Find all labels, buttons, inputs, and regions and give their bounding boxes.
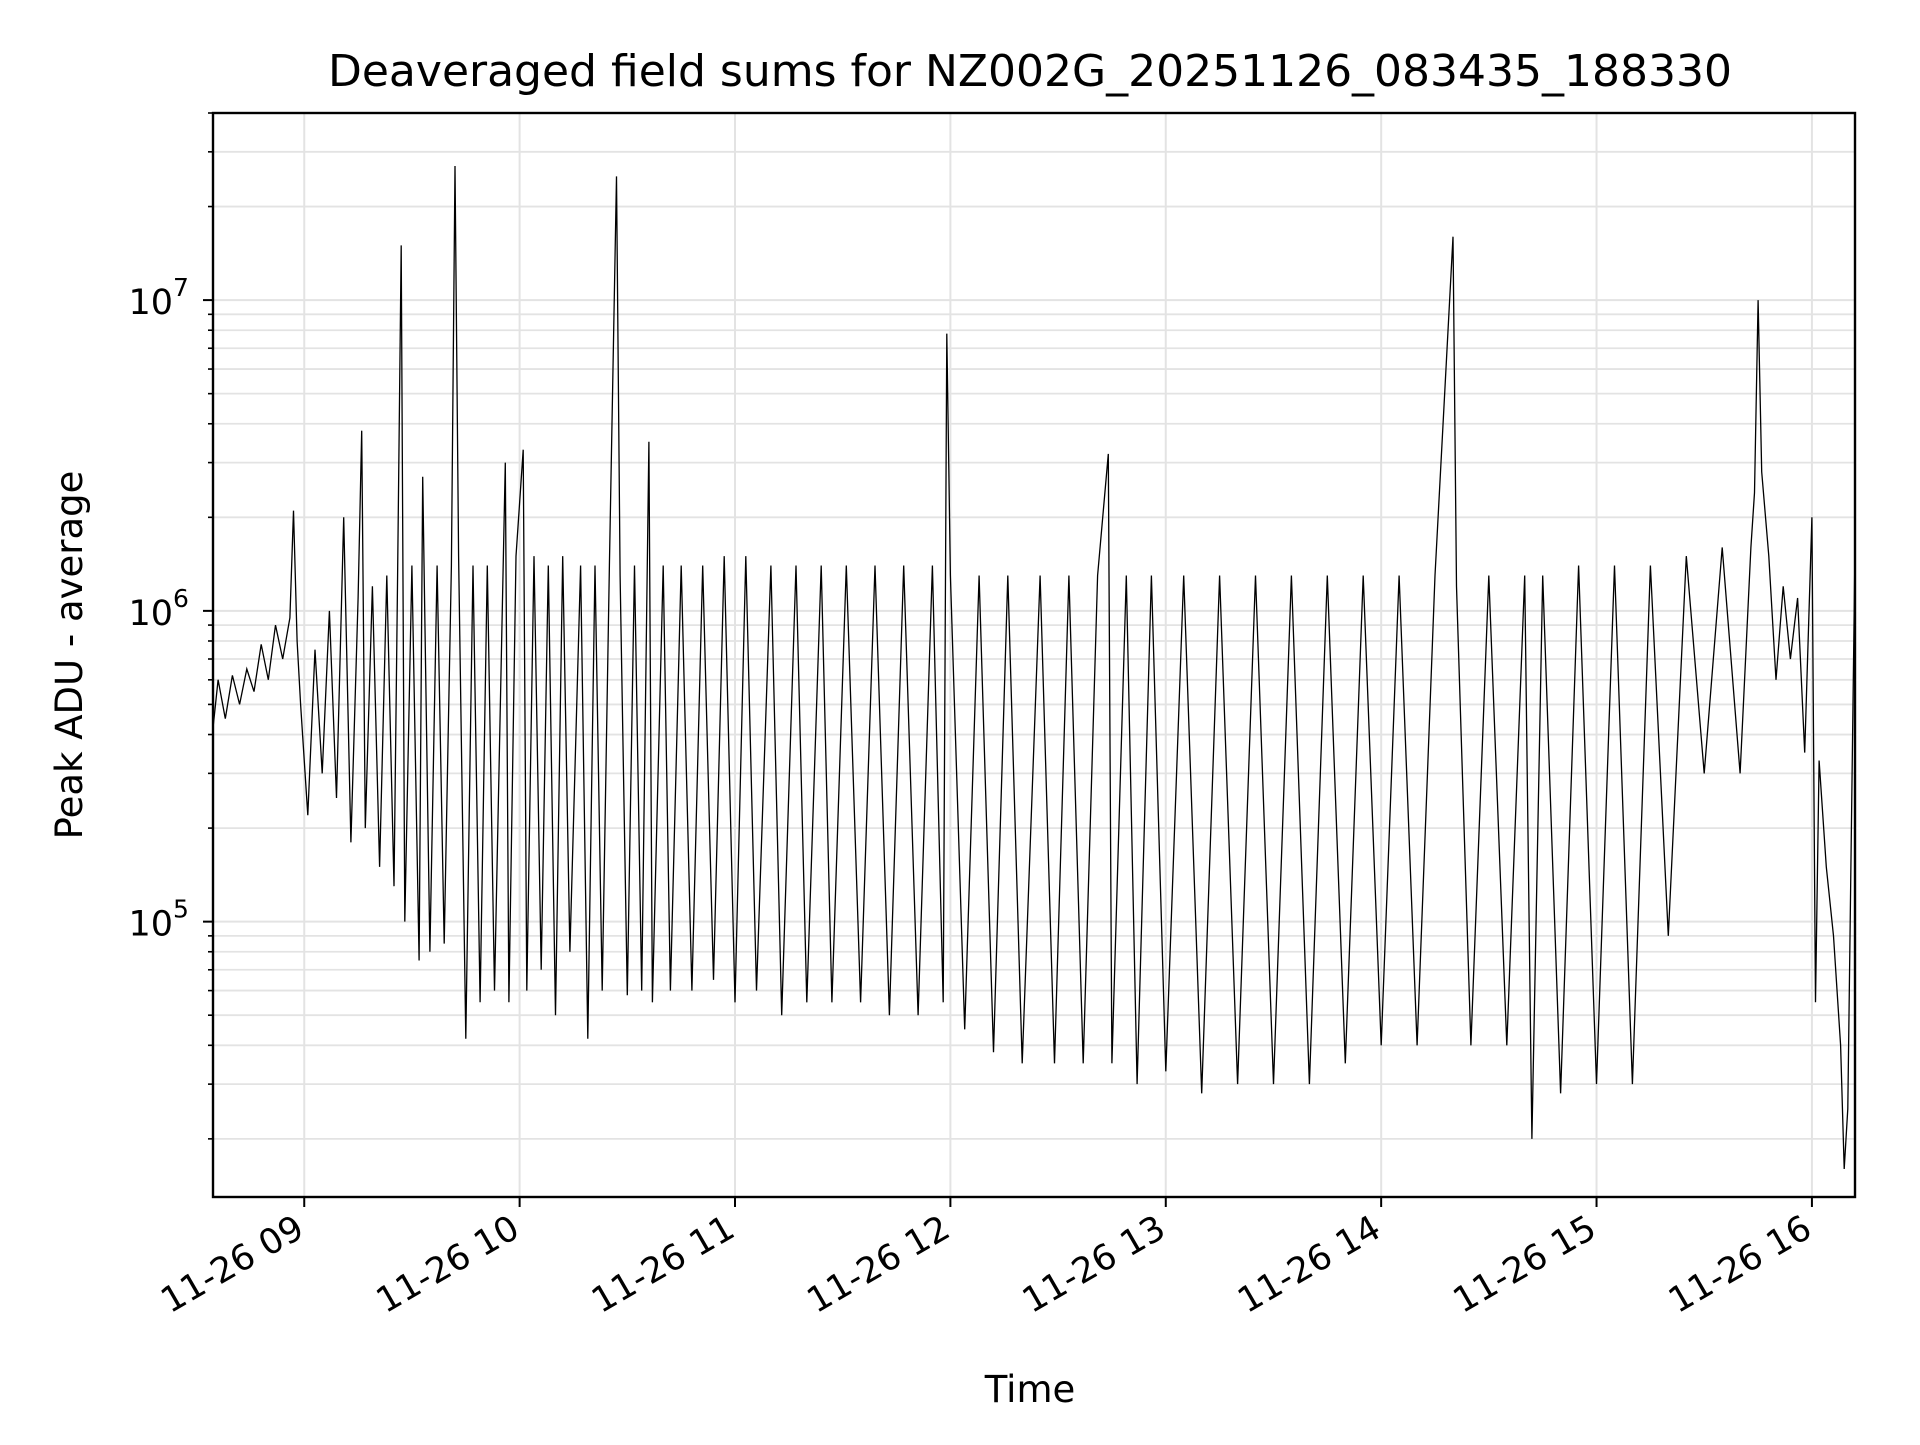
y-tick-exponent: 5 [173, 895, 189, 924]
y-tick-label: 10 [128, 905, 173, 945]
y-tick-label: 10 [128, 594, 173, 634]
grid [213, 112, 1855, 1197]
y-tick-label: 10 [128, 283, 173, 323]
y-tick-exponent: 6 [173, 584, 189, 613]
y-tick-exponent: 7 [173, 273, 189, 302]
x-axis-label: Time [984, 1368, 1076, 1411]
series [212, 165, 1856, 1170]
y-axis-label: Peak ADU - average [48, 471, 91, 840]
series-line [212, 165, 1856, 1170]
plot-frame [211, 111, 1857, 1199]
chart-title: Deaveraged field sums for NZ002G_2025112… [328, 46, 1732, 97]
